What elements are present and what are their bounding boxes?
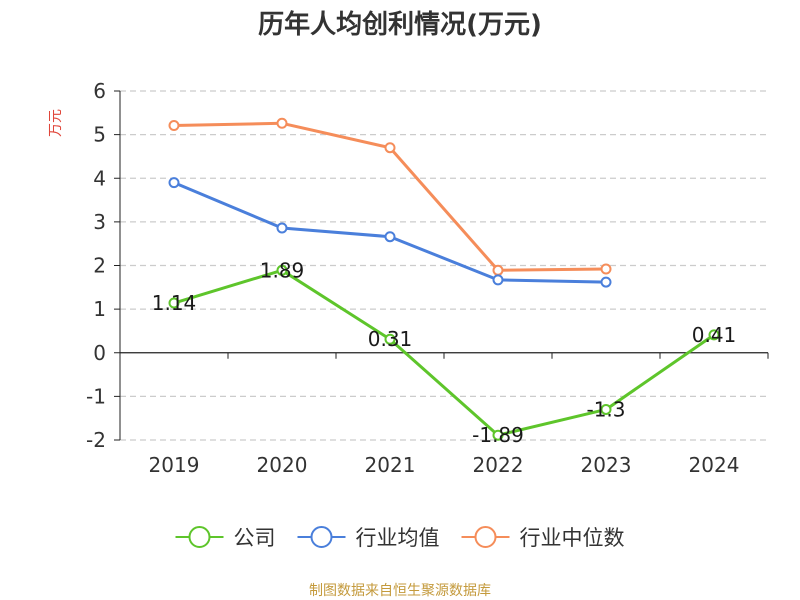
series-line	[172, 268, 716, 437]
data-point	[600, 263, 612, 275]
y-tick-label: 6	[93, 79, 106, 103]
y-tick-label: 1	[93, 297, 106, 321]
data-point	[276, 264, 288, 276]
x-tick-label: 2023	[581, 453, 632, 477]
legend-circle-marker	[474, 526, 497, 548]
data-point	[492, 264, 504, 276]
data-labels: 1.14 1.89 0.31 -1.89 -1.3 0.41	[152, 258, 737, 447]
legend-item[interactable]: 行业均值	[297, 526, 440, 550]
legend-label: 行业中位数	[520, 526, 625, 550]
chart-title: 历年人均创利情况(万元)	[258, 9, 542, 40]
data-label: 1.89	[260, 258, 305, 282]
grid-lines	[120, 90, 768, 441]
y-tick-label: 4	[93, 166, 106, 190]
data-label: -1.3	[586, 397, 625, 421]
data-point	[384, 231, 396, 243]
data-point	[168, 177, 180, 189]
y-tick-label: -1	[86, 384, 106, 408]
legend: 公司 行业均值 行业中位数	[175, 526, 625, 550]
data-point	[276, 117, 288, 129]
source-note: 制图数据来自恒生聚源数据库	[309, 583, 491, 599]
y-tick-label: 3	[93, 210, 106, 234]
x-tick-label: 2021	[365, 453, 416, 477]
x-tick-label: 2022	[473, 453, 524, 477]
y-tick-label: 0	[93, 341, 106, 365]
y-tick-label: 2	[93, 254, 106, 278]
legend-circle-marker	[310, 526, 333, 548]
legend-item[interactable]: 行业中位数	[461, 526, 625, 550]
legend-circle-marker	[188, 526, 211, 548]
data-point	[492, 429, 504, 441]
data-point	[384, 142, 396, 154]
legend-label: 公司	[234, 526, 276, 550]
legend-item[interactable]: 公司	[175, 526, 276, 550]
data-point	[168, 297, 180, 309]
data-label: 0.41	[692, 323, 737, 347]
data-point	[600, 403, 612, 415]
data-label: 0.31	[368, 327, 413, 351]
series-lines	[168, 117, 720, 441]
legend-label: 行业均值	[356, 526, 440, 550]
y-axis-unit-label: 万元	[48, 109, 64, 137]
data-point	[384, 333, 396, 345]
data-point	[276, 222, 288, 234]
y-tick-label: 5	[93, 123, 106, 147]
axes: -2 -1 0 1 2 3 4 5 6 2019 2020 2021 2022 2023 2024	[86, 79, 769, 477]
data-point	[492, 274, 504, 286]
x-tick-label: 2019	[149, 453, 200, 477]
y-tick-label: -2	[86, 428, 106, 452]
x-tick-label: 2020	[257, 453, 308, 477]
data-point	[708, 329, 720, 341]
data-label: 1.14	[152, 291, 197, 315]
data-label: -1.89	[472, 423, 524, 447]
x-tick-label: 2024	[689, 453, 740, 477]
data-point	[168, 119, 180, 131]
data-point	[600, 276, 612, 288]
